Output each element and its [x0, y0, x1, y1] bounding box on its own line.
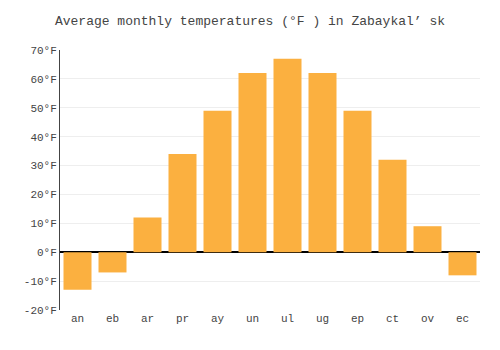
svg-text:10°F: 10°F — [30, 218, 56, 230]
svg-text:30°F: 30°F — [30, 160, 56, 172]
svg-text:eb: eb — [106, 313, 119, 325]
svg-text:ay: ay — [211, 313, 225, 325]
svg-text:ul: ul — [281, 313, 294, 325]
svg-text:an: an — [71, 313, 84, 325]
svg-text:ar: ar — [141, 313, 154, 325]
svg-text:40°F: 40°F — [30, 132, 56, 144]
svg-text:pr: pr — [176, 313, 189, 325]
svg-text:ec: ec — [456, 313, 469, 325]
svg-text:un: un — [246, 313, 259, 325]
svg-text:Average monthly temperatures (: Average monthly temperatures (°F ) in Za… — [55, 14, 445, 29]
svg-text:50°F: 50°F — [30, 103, 56, 115]
svg-text:60°F: 60°F — [30, 74, 56, 86]
svg-text:-20°F: -20°F — [24, 305, 57, 317]
svg-text:ct: ct — [386, 313, 399, 325]
svg-text:ug: ug — [316, 313, 329, 325]
svg-text:70°F: 70°F — [30, 45, 56, 57]
svg-text:ov: ov — [421, 313, 435, 325]
svg-text:0°F: 0°F — [37, 247, 57, 259]
svg-text:20°F: 20°F — [30, 189, 56, 201]
svg-text:ep: ep — [351, 313, 364, 325]
svg-text:-10°F: -10°F — [24, 276, 57, 288]
